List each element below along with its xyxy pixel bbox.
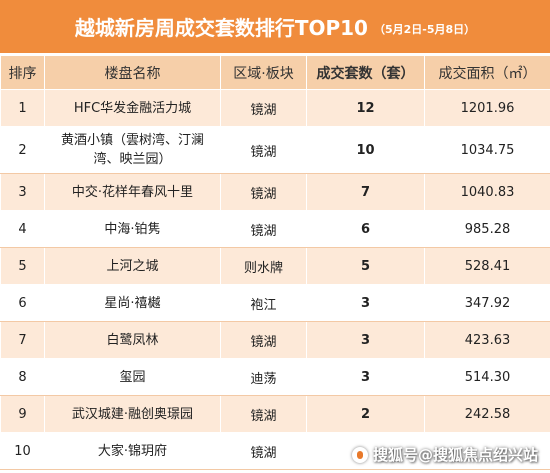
header-area: 成交面积（㎡） (424, 55, 550, 90)
area-block-cell: 镜湖 (220, 173, 307, 211)
area-block-cell: 镜湖 (220, 395, 307, 433)
project-name-cell: 中海·铂隽 (44, 210, 221, 248)
rank-cell: 6 (0, 284, 45, 322)
project-name-cell: 武汉城建·融创奥璟园 (44, 395, 221, 433)
units-cell: 3 (306, 321, 425, 359)
title-bar: 越城新房周成交套数排行TOP10 （5月2日-5月8日） (0, 0, 550, 53)
area-cell: 1201.96 (424, 89, 550, 127)
area-block-cell: 则水牌 (220, 247, 307, 285)
header-area-block: 区域·板块 (220, 55, 307, 90)
area-cell: 985.28 (424, 210, 550, 248)
area-block-cell: 镜湖 (220, 89, 307, 127)
project-name-cell: HFC华发金融活力城 (44, 89, 221, 127)
area-cell: 423.63 (424, 321, 550, 359)
units-cell: 12 (306, 89, 425, 127)
rank-cell: 7 (0, 321, 45, 359)
table-row: 8 玺园 迪荡 3 514.30 (0, 358, 550, 396)
project-name-cell: 玺园 (44, 358, 221, 396)
ranking-table: 排序 楼盘名称 区域·板块 成交套数（套） 成交面积（㎡） 1 HFC华发金融活力… (0, 55, 550, 470)
table-row: 1 HFC华发金融活力城 镜湖 12 1201.96 (0, 89, 550, 127)
area-block-cell: 镜湖 (220, 210, 307, 248)
area-block-cell: 迪荡 (220, 358, 307, 396)
units-cell: 3 (306, 358, 425, 396)
area-cell: 514.30 (424, 358, 550, 396)
table-row: 9 武汉城建·融创奥璟园 镜湖 2 242.58 (0, 395, 550, 433)
rank-cell: 9 (0, 395, 45, 433)
table-row: 6 星尚·禧樾 袍江 3 347.92 (0, 284, 550, 322)
units-cell: 2 (306, 395, 425, 433)
area-block-cell: 镜湖 (220, 432, 307, 470)
rank-cell: 3 (0, 173, 45, 211)
area-cell: 528.41 (424, 247, 550, 285)
watermark-text: 搜狐号@搜狐焦点绍兴站 (372, 446, 538, 464)
area-block-cell: 镜湖 (220, 321, 307, 359)
table-row: 3 中交·花样年春风十里 镜湖 7 1040.83 (0, 173, 550, 211)
project-name-cell: 中交·花样年春风十里 (44, 173, 221, 211)
date-range: （5月2日-5月8日） (373, 22, 476, 36)
header-row: 排序 楼盘名称 区域·板块 成交套数（套） 成交面积（㎡） (0, 55, 550, 90)
page-title: 越城新房周成交套数排行TOP10 (74, 16, 368, 40)
project-name-cell: 大家·锦玥府 (44, 432, 221, 470)
rank-cell: 5 (0, 247, 45, 285)
rank-cell: 10 (0, 432, 45, 470)
units-cell: 3 (306, 284, 425, 322)
watermark: 搜狐号@搜狐焦点绍兴站 (351, 444, 538, 465)
project-name-cell: 星尚·禧樾 (44, 284, 221, 322)
table-row: 4 中海·铂隽 镜湖 6 985.28 (0, 210, 550, 248)
area-cell: 1034.75 (424, 126, 550, 174)
area-block-cell: 袍江 (220, 284, 307, 322)
project-name-cell: 白鹭凤林 (44, 321, 221, 359)
area-block-cell: 镜湖 (220, 126, 307, 174)
area-cell: 1040.83 (424, 173, 550, 211)
table-row: 7 白鹭凤林 镜湖 3 423.63 (0, 321, 550, 359)
rank-cell: 2 (0, 126, 45, 174)
rank-cell: 1 (0, 89, 45, 127)
area-cell: 347.92 (424, 284, 550, 322)
rank-cell: 4 (0, 210, 45, 248)
rank-cell: 8 (0, 358, 45, 396)
units-cell: 5 (306, 247, 425, 285)
header-units: 成交套数（套） (306, 55, 425, 90)
units-cell: 6 (306, 210, 425, 248)
header-name: 楼盘名称 (44, 55, 221, 90)
header-rank: 排序 (0, 55, 45, 90)
table-row: 10 大家·锦玥府 镜湖 (0, 432, 550, 470)
table-row: 2 黄酒小镇（雲树湾、汀澜湾、映兰园） 镜湖 10 1034.75 (0, 126, 550, 174)
units-cell: 7 (306, 173, 425, 211)
table-row: 5 上河之城 则水牌 5 528.41 (0, 247, 550, 285)
project-name-cell: 上河之城 (44, 247, 221, 285)
units-cell: 10 (306, 126, 425, 174)
project-name-cell: 黄酒小镇（雲树湾、汀澜湾、映兰园） (44, 126, 221, 174)
area-cell: 242.58 (424, 395, 550, 433)
sohu-logo-icon (351, 446, 368, 463)
